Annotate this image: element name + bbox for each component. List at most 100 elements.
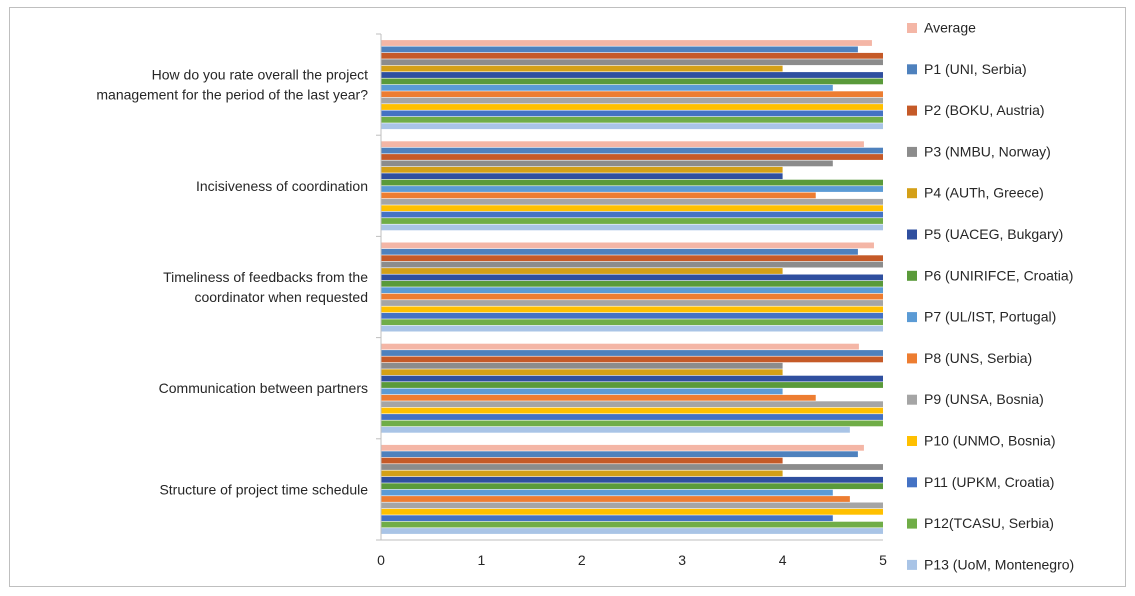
legend-label: P10 (UNMO, Bosnia) (924, 433, 1055, 449)
bar-c0-s0 (381, 40, 872, 46)
bar-c1-s9 (381, 198, 883, 205)
x-tick-label: 3 (678, 552, 686, 568)
bar-c1-s7 (381, 186, 883, 192)
bar-c2-s13 (381, 325, 883, 332)
legend-label: Average (924, 20, 976, 36)
x-tick-label: 1 (478, 552, 486, 568)
bar-c2-s12 (381, 319, 883, 326)
bar-c1-s13 (381, 224, 883, 231)
bar-c4-s1 (381, 451, 858, 458)
bar-c4-s9 (381, 502, 883, 509)
bar-c0-s8 (381, 91, 883, 98)
bar-c2-s4 (381, 268, 783, 274)
legend-swatch (907, 312, 917, 323)
legend-swatch (907, 518, 917, 529)
bar-c4-s6 (381, 483, 883, 490)
legend-label: P12(TCASU, Serbia) (924, 515, 1054, 531)
bar-c0-s3 (381, 59, 883, 66)
legend-label: P4 (AUTh, Greece) (924, 185, 1044, 201)
bar-c3-s5 (381, 375, 883, 382)
legend-label: P9 (UNSA, Bosnia) (924, 391, 1044, 407)
x-tick-label: 4 (779, 552, 787, 568)
bar-c1-s10 (381, 205, 883, 212)
bar-c4-s8 (381, 496, 850, 502)
bar-c3-s3 (381, 362, 783, 369)
bar-c0-s7 (381, 84, 833, 91)
bar-c0-s1 (381, 46, 858, 53)
bar-c1-s8 (381, 192, 816, 199)
bar-c3-s7 (381, 388, 783, 395)
bar-c3-s1 (381, 350, 883, 356)
legend-swatch (907, 353, 917, 364)
legend-swatch (907, 64, 917, 75)
bar-c2-s9 (381, 300, 883, 306)
bar-c1-s3 (381, 160, 833, 167)
legend-swatch (907, 146, 917, 157)
bar-c2-s0 (381, 242, 874, 249)
bar-c2-s10 (381, 306, 883, 313)
bar-c2-s5 (381, 274, 883, 281)
bar-c1-s2 (381, 154, 883, 160)
bar-c4-s0 (381, 444, 864, 451)
x-tick-label: 2 (578, 552, 586, 568)
bar-c4-s4 (381, 470, 783, 477)
bar-c2-s1 (381, 248, 858, 255)
bar-c3-s2 (381, 356, 883, 363)
bar-c2-s7 (381, 287, 883, 294)
legend-swatch (907, 477, 917, 488)
category-label: Timeliness of feedbacks from the (163, 269, 368, 285)
bar-c0-s9 (381, 97, 883, 104)
legend-label: P5 (UACEG, Bukgary) (924, 226, 1063, 242)
bar-c0-s6 (381, 78, 883, 85)
x-tick-label: 5 (879, 552, 887, 568)
category-label: coordinator when requested (194, 289, 368, 305)
bar-c1-s1 (381, 147, 883, 154)
legend-swatch (907, 436, 917, 446)
category-label: management for the period of the last ye… (96, 87, 368, 103)
bar-c2-s6 (381, 280, 883, 287)
bar-c3-s6 (381, 382, 883, 388)
bar-c3-s8 (381, 394, 816, 401)
bar-c4-s10 (381, 508, 883, 515)
category-label: Communication between partners (159, 380, 368, 396)
category-label: Structure of project time schedule (159, 481, 368, 497)
bar-c4-s12 (381, 521, 883, 528)
legend-label: P6 (UNIRIFCE, Croatia) (924, 267, 1073, 283)
bar-c0-s12 (381, 116, 883, 123)
bar-c2-s8 (381, 293, 883, 300)
legend-label: P8 (UNS, Serbia) (924, 350, 1032, 366)
bar-c3-s9 (381, 401, 883, 408)
legend-swatch (907, 23, 917, 33)
bar-c2-s11 (381, 312, 883, 319)
category-label: Incisiveness of coordination (196, 178, 368, 194)
legend-label: P2 (BOKU, Austria) (924, 102, 1045, 118)
bar-c0-s11 (381, 110, 883, 117)
bar-c2-s3 (381, 261, 883, 268)
legend-swatch (907, 188, 917, 199)
bar-c1-s4 (381, 166, 783, 173)
bar-c4-s11 (381, 515, 833, 522)
bar-c4-s13 (381, 528, 883, 534)
legend: Average P1 (UNI, Serbia) P2 (BOKU, Austria… (907, 20, 1074, 572)
bar-c0-s5 (381, 72, 883, 78)
bar-c1-s5 (381, 173, 783, 180)
category-label: How do you rate overall the project (152, 67, 368, 83)
chart-frame: How do you rate overall the project manag… (9, 7, 1126, 587)
bar-c2-s2 (381, 255, 883, 262)
bar-c4-s7 (381, 489, 833, 496)
bar-c0-s10 (381, 104, 883, 110)
x-tick-labels: 0 1 2 3 4 5 (377, 552, 887, 568)
legend-label: P13 (UoM, Montenegro) (924, 556, 1074, 572)
bar-c0-s2 (381, 52, 883, 59)
bar-c1-s0 (381, 141, 864, 148)
legend-swatch (907, 229, 917, 240)
bar-c3-s11 (381, 414, 883, 420)
bar-c0-s13 (381, 123, 883, 130)
bar-c1-s12 (381, 218, 883, 224)
legend-label: P3 (NMBU, Norway) (924, 143, 1051, 159)
x-tick-label: 0 (377, 552, 385, 568)
bar-c1-s11 (381, 211, 883, 218)
bar-c4-s5 (381, 476, 883, 483)
bar-c1-s6 (381, 179, 883, 186)
bar-c0-s4 (381, 65, 783, 72)
